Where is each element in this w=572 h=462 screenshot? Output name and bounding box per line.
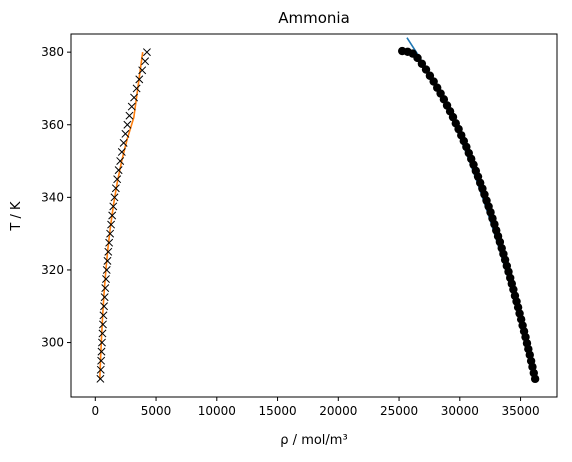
data-point-x: [132, 84, 141, 93]
data-point-x: [130, 93, 139, 102]
data-point-circle: [425, 71, 435, 80]
data-point-x: [98, 329, 107, 338]
x-tick-label: 20000: [319, 404, 357, 418]
chart-title: Ammonia: [278, 9, 350, 27]
data-point-circle: [433, 83, 442, 92]
data-point-x: [123, 120, 132, 129]
data-point-x: [114, 166, 123, 175]
data-point-x: [127, 102, 136, 111]
data-point-x: [109, 202, 118, 211]
data-point-x: [99, 320, 107, 329]
x-tick-label: 5000: [141, 404, 172, 418]
data-point-x: [141, 57, 150, 66]
data-point-x: [111, 184, 120, 193]
data-point-x: [103, 256, 112, 265]
data-point-x: [102, 275, 110, 283]
x-tick-label: 10000: [198, 404, 236, 418]
data-point-x: [98, 338, 106, 347]
data-point-x: [102, 265, 111, 274]
data-point-x: [116, 157, 125, 166]
data-point-x: [142, 48, 151, 57]
data-point-circle: [417, 59, 427, 68]
y-tick-label: 380: [41, 45, 64, 59]
data-point-x: [119, 138, 128, 147]
data-point-x: [121, 129, 130, 138]
x-tick-label: 15000: [258, 404, 296, 418]
y-tick-label: 300: [41, 336, 64, 350]
data-point-x: [100, 302, 109, 311]
data-point-x: [125, 111, 134, 120]
axes-frame: [70, 33, 558, 398]
data-point-x: [96, 374, 105, 383]
data-point-x: [138, 66, 147, 75]
data-point-x: [110, 193, 119, 202]
x-tick-label: 0: [91, 404, 99, 418]
x-tick-label: 30000: [441, 404, 479, 418]
y-axis-label: T / K: [9, 201, 24, 232]
data-point-x: [107, 220, 116, 229]
data-point-circle: [421, 65, 431, 74]
data-point-x: [97, 347, 106, 356]
data-point-x: [135, 75, 144, 84]
data-point-x: [106, 229, 115, 238]
data-point-x: [96, 365, 105, 374]
x-tick-label: 25000: [380, 404, 418, 418]
data-point-x: [97, 356, 106, 365]
data-point-x: [104, 247, 113, 256]
axis-ticks: 0 5000 10000 15000 20000 25000 30000 35000 300 32…: [41, 45, 540, 418]
y-tick-label: 360: [41, 118, 64, 132]
data-point-x: [101, 284, 110, 293]
data-point-x: [108, 211, 117, 220]
data-point-circle: [398, 46, 407, 56]
plot-area: [96, 37, 540, 384]
y-tick-label: 340: [41, 190, 64, 204]
x-axis-label: ρ / mol/m³: [280, 433, 347, 448]
data-point-x: [100, 293, 109, 302]
data-point-x: [117, 148, 126, 156]
data-point-x: [105, 238, 114, 247]
x-tick-label: 35000: [501, 404, 539, 418]
data-point-circle: [442, 101, 452, 110]
y-tick-label: 320: [41, 263, 64, 277]
data-point-x: [113, 175, 122, 184]
series-line-1: [99, 52, 144, 379]
data-point-x: [99, 311, 108, 320]
